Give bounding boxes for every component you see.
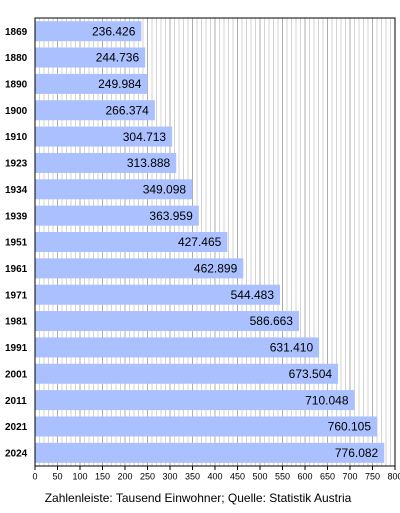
y-tick-label: 1900: [5, 106, 28, 117]
value-label: 349.098: [143, 182, 187, 196]
bar: [35, 311, 299, 332]
y-tick-label: 1971: [5, 290, 28, 301]
caption: Zahlenleiste: Tausend Einwohner; Quelle:…: [45, 491, 352, 505]
y-tick-label: 2021: [5, 422, 28, 433]
bar: [35, 284, 281, 305]
x-tick-label: 600: [297, 471, 312, 481]
y-tick-label: 1981: [5, 317, 28, 328]
y-tick-label: 1923: [5, 159, 28, 170]
x-tick-label: 250: [140, 471, 155, 481]
value-label: 776.082: [335, 446, 379, 460]
value-label: 244.736: [96, 51, 140, 65]
x-tick-label: 200: [117, 471, 132, 481]
value-label: 236.426: [92, 24, 136, 38]
y-tick-label: 2011: [5, 396, 27, 407]
y-tick-label: 1934: [5, 185, 28, 196]
value-label: 586.663: [250, 314, 294, 328]
y-tick-label: 1939: [5, 211, 28, 222]
x-tick-label: 500: [252, 471, 267, 481]
y-tick-label: 2024: [5, 448, 28, 459]
bar: [35, 416, 378, 437]
x-tick-label: 100: [72, 471, 87, 481]
bar: [35, 21, 142, 42]
bar: [35, 258, 244, 279]
x-tick-label: 650: [320, 471, 335, 481]
value-label: 673.504: [289, 367, 333, 381]
bar: [35, 73, 148, 94]
bar: [35, 363, 339, 384]
value-label: 760.105: [328, 420, 372, 434]
x-tick-label: 150: [95, 471, 110, 481]
x-tick-label: 50: [52, 471, 62, 481]
value-label: 363.959: [149, 209, 193, 223]
y-tick-label: 2001: [5, 369, 28, 380]
value-label: 544.483: [231, 288, 275, 302]
y-tick-label: 1961: [5, 264, 28, 275]
value-label: 249.984: [98, 77, 142, 91]
x-tick-label: 400: [207, 471, 222, 481]
x-tick-label: 350: [185, 471, 200, 481]
value-label: 710.048: [305, 393, 349, 407]
bar: [35, 179, 193, 200]
value-label: 266.374: [105, 103, 149, 117]
value-label: 313.888: [127, 156, 171, 170]
x-tick-label: 700: [342, 471, 357, 481]
bar: [35, 337, 320, 358]
x-tick-label: 750: [365, 471, 380, 481]
value-label: 304.713: [123, 130, 167, 144]
x-tick-label: 450: [230, 471, 245, 481]
y-tick-label: 1880: [5, 53, 28, 64]
x-tick-label: 800: [387, 471, 400, 481]
value-label: 631.410: [270, 341, 314, 355]
y-tick-label: 1991: [5, 343, 28, 354]
y-tick-label: 1890: [5, 80, 28, 91]
bar: [35, 232, 228, 252]
bar: [35, 126, 173, 147]
bar: [35, 100, 155, 121]
bar: [35, 47, 146, 68]
x-tick-label: 0: [32, 471, 37, 481]
x-tick-label: 550: [275, 471, 290, 481]
plot-frame: [34, 17, 396, 467]
bar: [35, 442, 385, 463]
bar: [35, 390, 355, 411]
y-tick-label: 1869: [5, 27, 28, 38]
bar: [35, 205, 199, 226]
x-tick-label: 300: [162, 471, 177, 481]
value-label: 462.899: [194, 262, 238, 276]
y-tick-label: 1951: [5, 238, 28, 249]
value-label: 427.465: [178, 235, 222, 249]
y-tick-label: 1910: [5, 132, 28, 143]
bar: [35, 152, 177, 173]
